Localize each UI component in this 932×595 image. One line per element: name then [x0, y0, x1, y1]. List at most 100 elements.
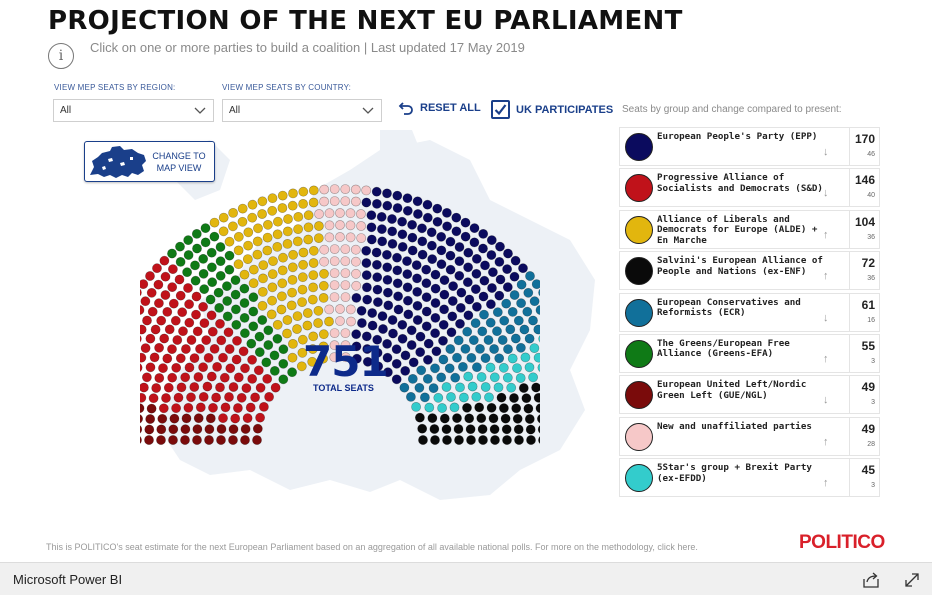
seat-dot[interactable] [252, 236, 263, 247]
seat-dot[interactable] [175, 257, 186, 267]
seat-dot[interactable] [319, 244, 330, 255]
seat-dot[interactable] [216, 424, 227, 434]
seat-dot[interactable] [158, 403, 169, 414]
seat-dot[interactable] [492, 326, 502, 337]
seat-dot[interactable] [329, 184, 340, 195]
seat-dot[interactable] [140, 403, 145, 414]
country-dropdown[interactable]: All [222, 99, 382, 122]
seat-dot[interactable] [192, 326, 203, 337]
seat-dot[interactable] [478, 243, 488, 254]
seat-dot[interactable] [415, 347, 426, 357]
seat-dot[interactable] [168, 435, 178, 445]
seat-dot[interactable] [225, 363, 236, 374]
seat-dot[interactable] [399, 382, 410, 393]
seat-dot[interactable] [145, 271, 155, 281]
seat-dot[interactable] [470, 318, 481, 328]
seat-dot[interactable] [148, 393, 159, 404]
seat-dot[interactable] [400, 365, 411, 376]
seat-dot[interactable] [486, 235, 497, 245]
seat-dot[interactable] [270, 382, 281, 393]
party-row[interactable]: The Greens/European Free Alliance (Green… [619, 333, 880, 373]
seat-dot[interactable] [538, 288, 541, 297]
seat-dot[interactable] [439, 413, 450, 424]
seat-dot[interactable] [382, 200, 393, 211]
seat-dot[interactable] [345, 208, 356, 219]
seat-dot[interactable] [282, 226, 293, 237]
seat-dot[interactable] [414, 412, 425, 423]
seat-dot[interactable] [382, 352, 393, 363]
seat-dot[interactable] [252, 249, 263, 260]
seat-dot[interactable] [483, 335, 494, 345]
seat-dot[interactable] [219, 372, 230, 383]
seat-dot[interactable] [411, 260, 422, 270]
seat-dot[interactable] [224, 392, 234, 402]
seat-dot[interactable] [313, 305, 324, 316]
seat-dot[interactable] [373, 361, 384, 372]
seat-dot[interactable] [479, 309, 489, 320]
seat-dot[interactable] [524, 362, 535, 373]
seat-dot[interactable] [387, 315, 398, 325]
seat-dot[interactable] [228, 382, 239, 392]
seat-dot[interactable] [378, 324, 388, 334]
seat-dot[interactable] [499, 315, 510, 326]
seat-dot[interactable] [494, 257, 505, 267]
seat-dot[interactable] [479, 275, 490, 286]
seat-dot[interactable] [487, 267, 498, 278]
seat-dot[interactable] [168, 424, 179, 435]
seat-dot[interactable] [303, 210, 314, 221]
seat-dot[interactable] [276, 291, 287, 302]
seat-dot[interactable] [476, 413, 487, 424]
seat-dot[interactable] [367, 308, 378, 318]
seat-dot[interactable] [535, 305, 540, 315]
seat-dot[interactable] [255, 382, 266, 393]
seat-dot[interactable] [470, 284, 481, 294]
seat-dot[interactable] [247, 354, 257, 365]
seat-dot[interactable] [512, 413, 523, 424]
seat-dot[interactable] [455, 382, 465, 393]
seat-dot[interactable] [232, 335, 242, 346]
seat-dot[interactable] [247, 373, 258, 384]
seat-dot[interactable] [382, 188, 392, 199]
seat-dot[interactable] [173, 392, 184, 403]
seat-dot[interactable] [205, 294, 216, 305]
seat-dot[interactable] [406, 325, 417, 336]
seat-dot[interactable] [518, 263, 528, 274]
seat-dot[interactable] [463, 371, 474, 382]
seat-dot[interactable] [462, 326, 473, 337]
seat-dot[interactable] [427, 254, 438, 264]
seat-dot[interactable] [521, 393, 532, 404]
seat-dot[interactable] [224, 236, 235, 247]
seat-dot[interactable] [142, 315, 152, 326]
seat-dot[interactable] [480, 353, 491, 363]
seat-dot[interactable] [526, 435, 536, 445]
seat-dot[interactable] [361, 245, 372, 256]
seat-dot[interactable] [335, 232, 345, 242]
seat-dot[interactable] [209, 231, 220, 242]
seat-dot[interactable] [167, 344, 177, 354]
share-icon[interactable] [862, 571, 880, 589]
seat-dot[interactable] [308, 245, 319, 256]
seat-dot[interactable] [153, 298, 164, 309]
seat-dot[interactable] [198, 268, 209, 279]
uk-participates-checkbox[interactable] [491, 100, 510, 119]
party-row[interactable]: Progressive Alliance of Socialists and D… [619, 168, 880, 208]
seat-dot[interactable] [439, 304, 449, 315]
seat-dot[interactable] [393, 304, 404, 315]
seat-dot[interactable] [510, 255, 521, 266]
seat-dot[interactable] [432, 216, 443, 227]
seat-dot[interactable] [287, 200, 298, 211]
seat-dot[interactable] [351, 268, 361, 279]
seat-dot[interactable] [159, 255, 170, 266]
seat-dot[interactable] [366, 234, 377, 245]
seat-dot[interactable] [488, 413, 499, 424]
seat-dot[interactable] [465, 424, 476, 435]
seat-dot[interactable] [366, 222, 377, 233]
seat-dot[interactable] [538, 435, 540, 444]
seat-dot[interactable] [412, 209, 423, 219]
seat-dot[interactable] [484, 392, 494, 403]
seat-dot[interactable] [486, 402, 497, 413]
seat-dot[interactable] [246, 338, 257, 349]
seat-dot[interactable] [195, 402, 206, 413]
seat-dot[interactable] [255, 412, 265, 423]
seat-dot[interactable] [417, 223, 427, 234]
